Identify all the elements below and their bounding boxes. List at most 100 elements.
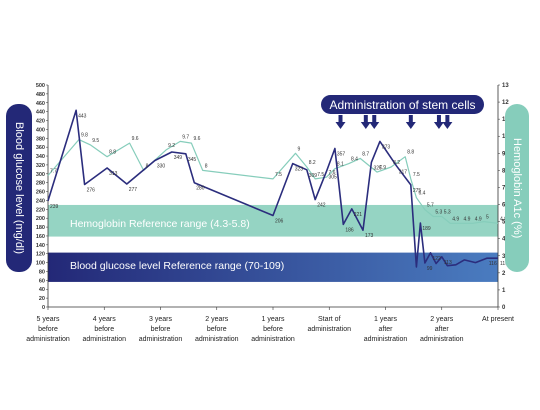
right-tick-label: 4 bbox=[502, 237, 506, 243]
right-axis-title-text: Hemoglobin A1c (%) bbox=[511, 137, 523, 239]
left-axis-title-text: Blood glucose level (mg/dl) bbox=[13, 121, 25, 255]
glucose-data-label: 330 bbox=[157, 163, 166, 169]
x-category-line: At present bbox=[482, 316, 514, 323]
left-axis-title: Blood glucose level (mg/dl) bbox=[6, 104, 32, 272]
glucose-data-label: 173 bbox=[365, 233, 374, 239]
glucose-data-label: 122 bbox=[433, 256, 442, 262]
glucose-data-label: 275 bbox=[413, 188, 422, 194]
x-category-line: 1 years bbox=[261, 316, 285, 323]
x-category-line: 2 years bbox=[430, 316, 454, 323]
left-tick-label: 340 bbox=[36, 154, 45, 160]
hba1c-data-label: 8.1 bbox=[337, 162, 344, 168]
x-category-label: 2 years before administration bbox=[179, 315, 255, 345]
glucose-data-label: 345 bbox=[188, 157, 197, 163]
glucose-reference-band bbox=[48, 252, 498, 282]
administration-arrow-shaft bbox=[436, 115, 441, 122]
left-tick-label: 260 bbox=[36, 190, 45, 196]
x-category-line: Start of bbox=[317, 316, 341, 323]
administration-arrow-shaft bbox=[338, 115, 343, 122]
x-category-label: At present bbox=[460, 315, 536, 325]
administration-arrow-head bbox=[360, 122, 371, 129]
glucose-data-label: 373 bbox=[382, 144, 391, 150]
hba1c-data-label: 4.9 bbox=[463, 216, 470, 222]
left-tick-label: 60 bbox=[39, 278, 45, 284]
hba1c-data-label: 7.9 bbox=[379, 165, 386, 171]
hba1c-data-label: 9.8 bbox=[81, 133, 88, 139]
glucose-data-label: 305 bbox=[328, 175, 337, 181]
x-category-line: 2 years bbox=[205, 316, 229, 323]
left-tick-label: 480 bbox=[36, 92, 45, 98]
x-category-label: Start of administration bbox=[291, 315, 367, 335]
left-tick-label: 80 bbox=[39, 269, 45, 275]
glucose-data-label: 313 bbox=[109, 171, 118, 177]
hba1c-data-label: 9.5 bbox=[92, 138, 99, 144]
glucose-data-label: 443 bbox=[78, 113, 87, 119]
x-category-label: 1 years after administration bbox=[348, 315, 424, 345]
left-tick-label: 180 bbox=[36, 225, 45, 231]
x-category-line: administration bbox=[419, 336, 464, 343]
glucose-line bbox=[47, 109, 498, 268]
hba1c-data-label: 4.9 bbox=[475, 216, 482, 222]
hba1c-data-label: 5.7 bbox=[427, 203, 434, 209]
left-tick-label: 280 bbox=[36, 181, 45, 187]
glucose-data-label: 323 bbox=[295, 167, 304, 173]
x-category-line: 3 years bbox=[149, 316, 172, 323]
glucose-data-label: 357 bbox=[337, 151, 346, 157]
hba1c-data-label: 7.5 bbox=[413, 172, 420, 178]
x-category-line: before bbox=[94, 326, 115, 333]
left-tick-label: 440 bbox=[36, 110, 45, 116]
x-category-line: administration bbox=[194, 336, 239, 343]
glucose-data-label: 186 bbox=[345, 227, 354, 233]
hba1c-data-label: 9.6 bbox=[193, 136, 200, 142]
hba1c-data-label: 8.4 bbox=[351, 157, 358, 163]
x-category-line: before bbox=[206, 326, 227, 333]
glucose-data-label: 326 bbox=[373, 165, 382, 171]
hba1c-data-label: 8.8 bbox=[407, 150, 414, 156]
glucose-data-label: 206 bbox=[275, 219, 284, 225]
administration-arrow-shaft bbox=[363, 115, 368, 122]
administration-arrow-shaft bbox=[372, 115, 377, 122]
hba1c-data-label: 8 bbox=[205, 163, 208, 169]
administration-arrow-head bbox=[405, 122, 416, 129]
x-category-line: 5 years bbox=[36, 316, 60, 323]
hba1c-data-label: 7.5 bbox=[317, 172, 324, 178]
glucose-data-label: 309 bbox=[309, 173, 318, 179]
hba1c-data-label: 7.7 bbox=[50, 169, 57, 175]
right-tick-label: 5 bbox=[502, 220, 506, 226]
left-tick-label: 500 bbox=[36, 83, 45, 89]
left-tick-label: 140 bbox=[36, 243, 45, 249]
right-axis-title: Hemoglobin A1c (%) bbox=[505, 104, 529, 272]
x-category-line: before bbox=[150, 326, 171, 333]
hba1c-data-label: 6.4 bbox=[418, 191, 425, 197]
left-tick-label: 100 bbox=[36, 261, 45, 267]
administration-arrow-shaft bbox=[445, 115, 450, 122]
left-tick-label: 420 bbox=[36, 119, 45, 125]
left-tick-label: 460 bbox=[36, 101, 45, 107]
x-category-line: after bbox=[378, 326, 393, 333]
glucose-data-label: 221 bbox=[354, 212, 363, 218]
administration-arrow-shaft bbox=[408, 115, 413, 122]
right-tick-label: 2 bbox=[502, 271, 506, 277]
right-tick-label: 1 bbox=[502, 288, 506, 294]
glucose-data-label: 99 bbox=[427, 266, 433, 272]
right-tick-label: 9 bbox=[502, 151, 506, 157]
left-tick-label: 40 bbox=[39, 287, 45, 293]
right-tick-label: 6 bbox=[502, 203, 506, 209]
stem-cell-banner: Administration of stem cells bbox=[321, 95, 484, 114]
x-category-line: after bbox=[434, 326, 449, 333]
left-tick-label: 0 bbox=[42, 305, 45, 311]
right-tick-label: 3 bbox=[502, 254, 506, 260]
glucose-data-label: 110 bbox=[500, 261, 508, 267]
glucose-data-label: 189 bbox=[422, 226, 431, 232]
x-category-line: administration bbox=[138, 336, 183, 343]
x-category-line: 1 years bbox=[374, 316, 397, 323]
hba1c-data-label: 8.8 bbox=[109, 150, 116, 156]
hba1c-data-label: 5.3 bbox=[435, 209, 442, 215]
hba1c-data-label: 4.9 bbox=[452, 216, 459, 222]
glucose-data-label: 349 bbox=[174, 155, 183, 161]
left-tick-label: 360 bbox=[36, 145, 45, 151]
left-tick-label: 160 bbox=[36, 234, 45, 240]
right-tick-label: 0 bbox=[502, 305, 506, 311]
